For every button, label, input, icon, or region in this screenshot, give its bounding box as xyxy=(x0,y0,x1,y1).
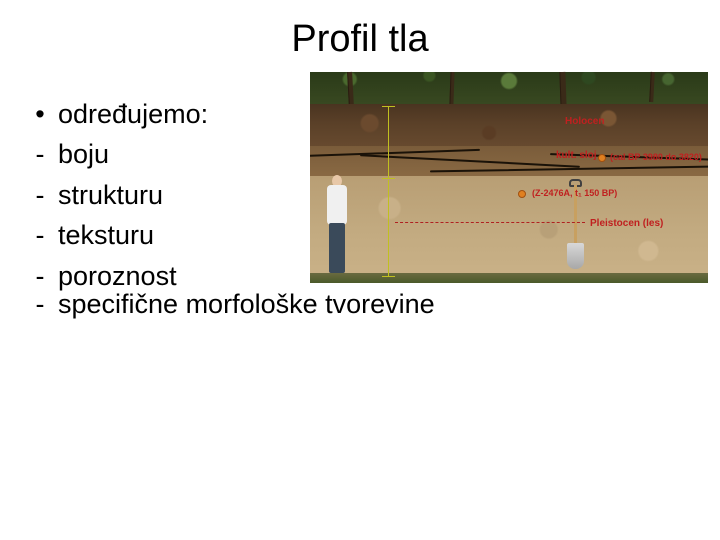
root-icon xyxy=(360,154,580,168)
slide-title: Profil tla xyxy=(0,18,720,61)
dash-marker: - xyxy=(22,177,58,213)
anno-kult-sloj: kult. sloj xyxy=(556,150,597,161)
dash-marker: - xyxy=(22,136,58,172)
layer-dark-soil xyxy=(310,104,708,152)
dash-marker: - xyxy=(22,217,58,253)
shovel-blade xyxy=(567,243,584,269)
slide: Profil tla • određujemo: - boju - strukt… xyxy=(0,0,720,540)
person-body xyxy=(327,185,347,225)
layer-vegetation-top xyxy=(310,72,708,108)
anno-holocen: Holocen xyxy=(565,116,604,127)
anno-leader-line xyxy=(395,222,585,228)
scale-cap xyxy=(382,276,395,277)
tree-trunk-icon xyxy=(559,72,566,108)
sample-dot-icon xyxy=(518,190,526,198)
scale-bar-upper xyxy=(388,106,389,178)
scale-cap xyxy=(382,106,395,107)
person-icon xyxy=(324,175,350,275)
scale-cap xyxy=(382,178,395,179)
layer-vegetation-bottom xyxy=(310,273,708,283)
person-legs xyxy=(329,223,345,273)
bullet-marker: • xyxy=(22,96,58,132)
sample-dot-icon xyxy=(598,154,606,162)
dash-marker: - xyxy=(22,286,58,322)
list-item: - specifične morfološke tvorevine xyxy=(22,286,698,322)
anno-sample2: (Z-2476A, t₁ 150 BP) xyxy=(532,188,617,198)
layer-root-zone xyxy=(310,146,708,178)
soil-profile-figure: Holocen kult. sloj (cal BP 3980 do 3820)… xyxy=(310,72,708,283)
anno-pleistocen: Pleistocen (les) xyxy=(590,218,663,229)
layer-loess xyxy=(310,176,708,283)
anno-sample1: (cal BP 3980 do 3820) xyxy=(610,152,702,162)
bullet-text: specifične morfološke tvorevine xyxy=(58,286,698,322)
scale-bar-lower xyxy=(388,180,389,276)
